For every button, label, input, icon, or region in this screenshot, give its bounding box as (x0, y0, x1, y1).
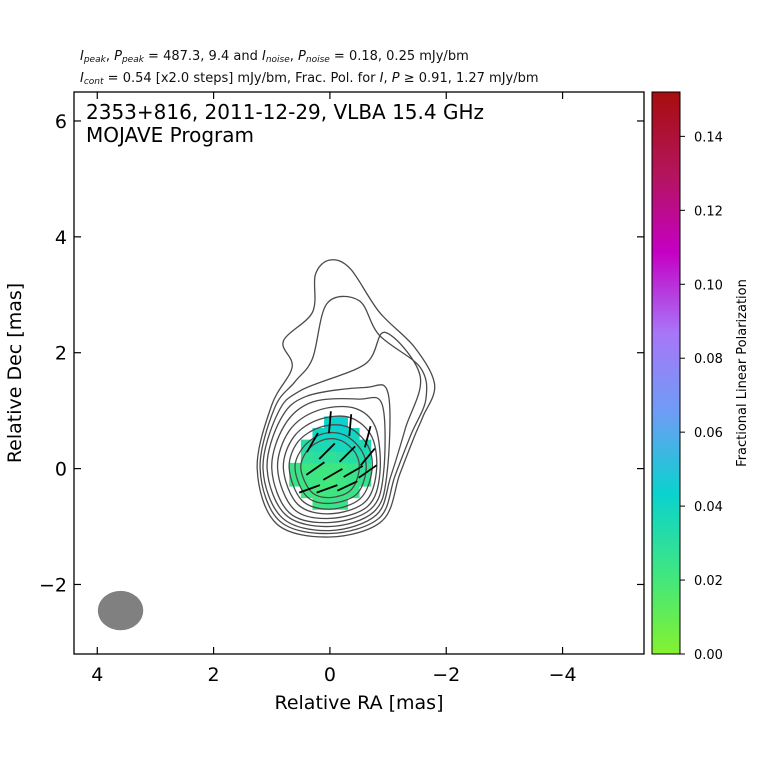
polarization-pixel (359, 474, 372, 487)
y-tick-label: −2 (39, 574, 67, 596)
peak-values: = 487.3, 9.4 and (143, 49, 262, 64)
contour-line (288, 424, 373, 510)
polarization-pixel (300, 462, 314, 475)
p-noise-subscript: noise (305, 55, 330, 65)
contour-line (282, 415, 378, 515)
evpa-stick (338, 445, 356, 463)
i-noise-subscript: noise (265, 55, 290, 65)
colorbar-tick-label: 0.06 (694, 426, 723, 441)
contour-line (256, 259, 436, 538)
contour-line (300, 438, 361, 499)
polarization-pixel (300, 474, 314, 487)
x-tick-label: 4 (91, 664, 103, 686)
beam-ellipse (97, 590, 144, 631)
polarization-pixel (324, 439, 337, 452)
y-tick-label: 6 (55, 111, 67, 133)
contour-info: = 0.54 [x2.0 steps] mJy/bm, Frac. Pol. f… (103, 71, 380, 86)
polarization-pixel (300, 451, 314, 464)
colorbar-tick-label: 0.00 (694, 648, 723, 663)
evpa-stick (305, 461, 325, 476)
polarization-pixel (312, 497, 325, 510)
evpa-stick (316, 484, 338, 494)
i-peak-subscript: peak (83, 55, 106, 65)
evpa-stick (359, 448, 376, 467)
contour-line (259, 295, 428, 535)
cont-subscript: cont (83, 77, 104, 87)
evpa-stick (318, 442, 336, 460)
colorbar-label: Fractional Linear Polarization (735, 279, 750, 467)
y-tick-label: 0 (55, 459, 67, 481)
colorbar-tick-label: 0.04 (694, 500, 723, 515)
evpa-stick (348, 414, 353, 437)
axis-ticks: 4 2 0 −2 −4 6 4 2 0 −2 (39, 92, 644, 686)
contour-line (271, 396, 386, 524)
contour-line (262, 331, 422, 532)
intensity-contours (256, 259, 436, 538)
polarization-pixel (324, 428, 337, 441)
evpa-stick (306, 432, 319, 453)
x-tick-label: 2 (208, 664, 220, 686)
evpa-stick (322, 468, 343, 481)
polarization-pixel (312, 451, 325, 464)
polarization-pixel (312, 474, 325, 487)
x-axis-label: Relative RA [mas] (274, 692, 443, 714)
contour-line (276, 405, 381, 520)
polarization-pixel (347, 439, 360, 452)
colorbar-tick-label: 0.02 (694, 574, 723, 589)
evpa-stick (364, 425, 372, 448)
polarization-pixel (300, 439, 314, 452)
evpa-stick (298, 484, 321, 494)
colorbar-tick-label: 0.10 (694, 278, 723, 293)
colorbar-tick-label: 0.12 (694, 204, 723, 219)
evpa-stick (337, 480, 358, 492)
contour-line (294, 431, 367, 505)
chart-subtitle: MOJAVE Program (86, 123, 254, 147)
evpa-sticks (298, 411, 378, 494)
polarization-pixel (312, 462, 325, 475)
p-peak-subscript: peak (121, 55, 144, 65)
polarization-pixel (335, 451, 348, 464)
x-tick-label: −4 (549, 664, 577, 686)
y-tick-label: 4 (55, 227, 67, 249)
polarization-pixel (347, 462, 360, 475)
evpa-stick (343, 465, 364, 478)
colorbar-ticks: 0.00 0.02 0.04 0.06 0.08 0.10 0.12 0.14 (680, 130, 723, 663)
contour-line (266, 384, 391, 528)
colorbar-tick-label: 0.08 (694, 352, 723, 367)
polarization-pixel (335, 474, 348, 487)
x-tick-label: −2 (432, 664, 460, 686)
colorbar-tick-label: 0.14 (694, 130, 723, 145)
header-line-2: Icont = 0.54 [x2.0 steps] mJy/bm, Frac. … (80, 71, 539, 87)
colorbar (651, 91, 681, 655)
y-tick-label: 2 (55, 343, 67, 365)
y-axis-label: Relative Dec [mas] (4, 283, 26, 463)
polarization-pixel (324, 451, 337, 464)
evpa-stick (358, 464, 378, 479)
chart-title: 2353+816, 2011-12-29, VLBA 15.4 GHz (86, 100, 484, 124)
noise-values: = 0.18, 0.25 mJy/bm (329, 49, 469, 64)
axes-frame (73, 91, 645, 655)
header-line-1: Ipeak, Ppeak = 487.3, 9.4 and Inoise, Pn… (80, 49, 469, 65)
polarization-pixel (324, 462, 337, 475)
evpa-stick (328, 411, 332, 434)
polarization-pixel (347, 474, 360, 487)
polarization-colormap (289, 416, 372, 510)
pol-threshold: ≥ 0.91, 1.27 mJy/bm (399, 71, 539, 86)
x-tick-label: 0 (324, 664, 336, 686)
